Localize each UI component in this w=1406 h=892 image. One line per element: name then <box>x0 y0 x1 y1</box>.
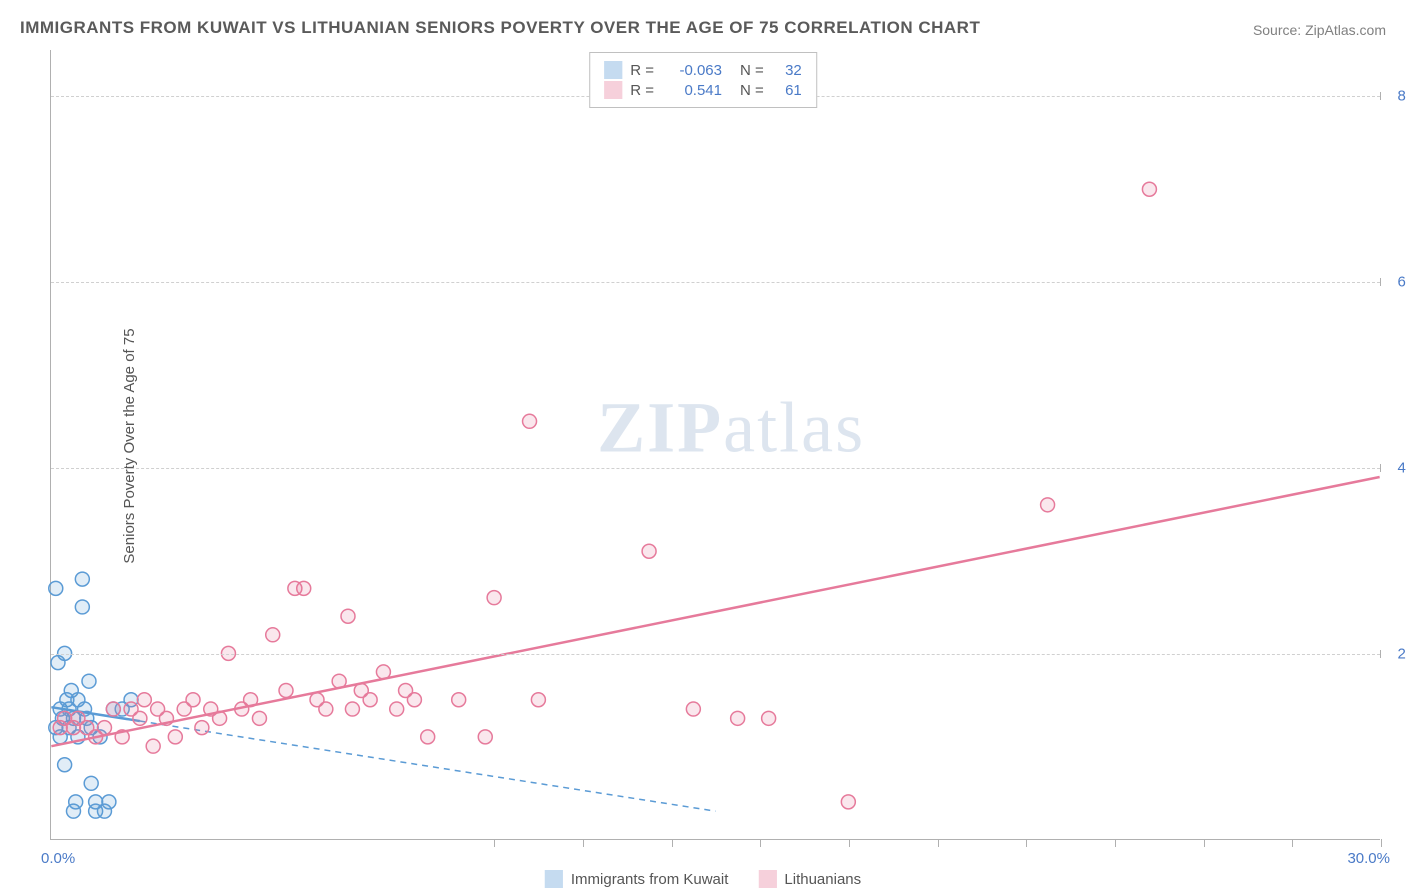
data-point <box>133 711 147 725</box>
legend-row: R = 0.541 N = 61 <box>604 81 802 99</box>
data-point <box>452 693 466 707</box>
data-point <box>363 693 377 707</box>
legend-swatch <box>545 870 563 888</box>
y-tick-label: 60.0% <box>1397 274 1406 291</box>
data-point <box>168 730 182 744</box>
data-point <box>345 702 359 716</box>
legend-swatch <box>604 61 622 79</box>
x-tick <box>1204 839 1205 847</box>
legend-item-label: Lithuanians <box>784 871 861 888</box>
legend-item-label: Immigrants from Kuwait <box>571 871 729 888</box>
y-tick-label: 20.0% <box>1397 646 1406 663</box>
legend-r-label: R = <box>630 62 654 79</box>
data-point <box>487 591 501 605</box>
data-point <box>266 628 280 642</box>
data-point <box>213 711 227 725</box>
data-point <box>102 795 116 809</box>
data-point <box>686 702 700 716</box>
data-point <box>390 702 404 716</box>
x-tick <box>1381 839 1382 847</box>
y-tick <box>1380 650 1381 658</box>
source-attribution: Source: ZipAtlas.com <box>1253 22 1386 38</box>
data-point <box>297 581 311 595</box>
data-point <box>58 758 72 772</box>
x-tick <box>494 839 495 847</box>
legend-n-value: 32 <box>772 62 802 79</box>
data-point <box>762 711 776 725</box>
data-point <box>642 544 656 558</box>
legend-swatch <box>604 81 622 99</box>
data-point <box>69 795 83 809</box>
legend-r-label: R = <box>630 82 654 99</box>
chart-title: IMMIGRANTS FROM KUWAIT VS LITHUANIAN SEN… <box>20 18 980 38</box>
y-tick <box>1380 92 1381 100</box>
correlation-legend: R = -0.063 N = 32 R = 0.541 N = 61 <box>589 52 817 108</box>
y-tick <box>1380 278 1381 286</box>
data-point <box>75 572 89 586</box>
data-point <box>279 683 293 697</box>
data-point <box>82 674 96 688</box>
data-point <box>841 795 855 809</box>
y-tick <box>1380 464 1381 472</box>
y-tick-label: 80.0% <box>1397 88 1406 105</box>
x-tick <box>760 839 761 847</box>
legend-n-label: N = <box>740 82 764 99</box>
data-point <box>341 609 355 623</box>
data-point <box>531 693 545 707</box>
x-axis-min-label: 0.0% <box>41 850 75 867</box>
data-point <box>421 730 435 744</box>
gridline <box>51 654 1380 655</box>
data-point <box>407 693 421 707</box>
data-point <box>106 702 120 716</box>
x-tick <box>583 839 584 847</box>
x-tick <box>672 839 673 847</box>
gridline <box>51 282 1380 283</box>
data-point <box>146 739 160 753</box>
data-point <box>523 414 537 428</box>
legend-n-label: N = <box>740 62 764 79</box>
data-point <box>195 721 209 735</box>
legend-r-value: 0.541 <box>662 82 722 99</box>
legend-swatch <box>758 870 776 888</box>
data-point <box>159 711 173 725</box>
data-point <box>244 693 258 707</box>
x-tick <box>1115 839 1116 847</box>
x-tick <box>938 839 939 847</box>
data-point <box>115 730 129 744</box>
x-tick <box>1292 839 1293 847</box>
data-point <box>252 711 266 725</box>
data-point <box>186 693 200 707</box>
x-axis-max-label: 30.0% <box>1347 850 1390 867</box>
legend-n-value: 61 <box>772 82 802 99</box>
data-point <box>478 730 492 744</box>
data-point <box>332 674 346 688</box>
data-point <box>1142 182 1156 196</box>
x-tick <box>1026 839 1027 847</box>
y-tick-label: 40.0% <box>1397 460 1406 477</box>
data-point <box>49 581 63 595</box>
data-point <box>319 702 333 716</box>
legend-r-value: -0.063 <box>662 62 722 79</box>
gridline <box>51 468 1380 469</box>
data-point <box>137 693 151 707</box>
data-point <box>75 600 89 614</box>
legend-item: Lithuanians <box>758 870 861 888</box>
scatter-plot-svg <box>51 50 1380 839</box>
legend-item: Immigrants from Kuwait <box>545 870 729 888</box>
series-legend: Immigrants from Kuwait Lithuanians <box>545 870 861 888</box>
data-point <box>1041 498 1055 512</box>
data-point <box>97 721 111 735</box>
chart-plot-area: 0.0% 30.0% 20.0%40.0%60.0%80.0% <box>50 50 1380 840</box>
data-point <box>84 776 98 790</box>
x-tick <box>849 839 850 847</box>
data-point <box>376 665 390 679</box>
legend-row: R = -0.063 N = 32 <box>604 61 802 79</box>
data-point <box>731 711 745 725</box>
